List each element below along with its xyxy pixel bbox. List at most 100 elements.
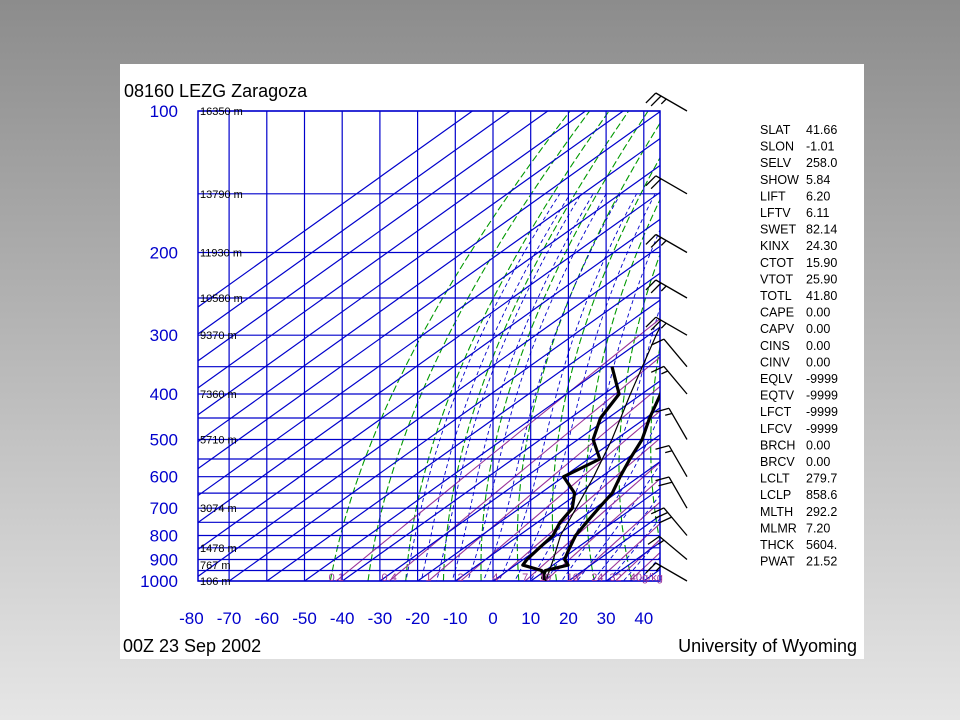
index-key: LFCV	[760, 422, 793, 436]
height-label: 106 m	[200, 576, 231, 588]
wind-barb	[650, 338, 688, 368]
source-label: University of Wyoming	[678, 636, 857, 656]
wind-barb-feather	[645, 279, 657, 291]
wind-barb-half-feather	[660, 322, 667, 329]
height-label: 10580 m	[200, 293, 243, 305]
dry-adiabat-line	[848, 64, 864, 591]
dewpoint-profile-line	[521, 366, 621, 581]
temperature-tick-label: -40	[330, 609, 355, 628]
stability-indices: SLAT 41.66 SLON -1.01 SELV 258.0 SHOW 5.84 LIFT 6…	[760, 123, 838, 569]
mixing-ratio-line	[544, 478, 660, 581]
pressure-tick-label: 500	[150, 431, 178, 450]
mixing-ratio-line	[596, 522, 660, 581]
mixing-ratio-line	[628, 551, 660, 581]
index-key: SHOW	[760, 173, 799, 187]
wind-barb	[645, 92, 688, 112]
index-value: 0.00	[806, 455, 830, 469]
height-label: 11930 m	[200, 248, 242, 260]
wind-barb	[650, 507, 688, 536]
index-key: CTOT	[760, 256, 794, 270]
height-label: 5710 m	[200, 435, 237, 447]
wind-barb-feather	[655, 444, 670, 450]
isotherm-line	[198, 111, 549, 362]
wind-barb-feather	[650, 95, 662, 107]
index-value: 0.00	[806, 438, 830, 452]
isotherm-line	[198, 111, 587, 389]
wind-barb-feather	[645, 316, 657, 328]
wind-barb-half-feather	[665, 412, 673, 416]
index-value: 0.00	[806, 355, 830, 369]
dry-adiabat-line	[682, 64, 824, 591]
temperature-tick-label: -20	[405, 609, 430, 628]
temperature-tick-label: 10	[521, 609, 540, 628]
wind-barb-staff	[668, 445, 688, 478]
index-key: CINV	[760, 355, 791, 369]
wind-barb-feather	[658, 516, 672, 524]
index-key: THCK	[760, 538, 795, 552]
pressure-tick-label: 800	[150, 527, 178, 546]
mixing-ratio-label: 24	[591, 572, 603, 584]
wind-barb-feather	[650, 507, 665, 515]
index-value: -1.01	[806, 140, 835, 154]
height-label: 16350 m	[200, 106, 243, 118]
temperature-tick-label: -70	[217, 609, 242, 628]
mixing-ratio-line	[524, 461, 660, 581]
mixing-ratio-line	[427, 385, 660, 581]
profile-lines	[521, 325, 660, 581]
mixing-ratio-label: 0.1	[329, 572, 344, 584]
wind-barb-feather	[645, 175, 657, 187]
wind-barb-staff	[663, 365, 688, 395]
wind-barb	[645, 175, 688, 195]
wind-barb-feather	[650, 365, 665, 373]
mixing-ratio-label: 0.4	[382, 572, 397, 584]
wind-barb	[655, 476, 688, 509]
height-label: 13790 m	[200, 189, 243, 201]
index-value: -9999	[806, 372, 838, 386]
wind-barb-staff	[663, 338, 688, 368]
isotherm-line	[198, 111, 660, 443]
temperature-tick-label: 30	[597, 609, 616, 628]
skew-t-diagram: 08160 LEZG Zaragoza 10020030040050060070…	[123, 64, 864, 656]
pressure-tick-label: 900	[150, 551, 178, 570]
sounding-panel: 08160 LEZG Zaragoza 100 200 300 400 500 600 70…	[120, 64, 864, 659]
index-key: SLAT	[760, 123, 791, 137]
index-value: 6.11	[806, 206, 829, 220]
wind-barb-feather	[658, 481, 673, 487]
mixing-ratio-label: 32	[609, 572, 621, 584]
index-key: LCLP	[760, 488, 791, 502]
index-key: MLTH	[760, 505, 793, 519]
temperature-tick-label: 20	[559, 609, 578, 628]
index-key: LCLT	[760, 472, 790, 486]
pressure-tick-label: 600	[150, 468, 178, 487]
mixing-ratio-label: 16	[567, 572, 579, 584]
index-value: 6.20	[806, 189, 830, 203]
wind-barb-staff	[663, 507, 688, 536]
mixing-ratio-label: 1	[425, 572, 431, 584]
wind-barb	[650, 365, 688, 395]
wind-barb	[645, 233, 688, 254]
index-value: 41.80	[806, 289, 837, 303]
wind-barb-feather	[650, 319, 662, 331]
index-value: -9999	[806, 422, 838, 436]
dry-adiabat-line	[367, 111, 591, 581]
mixing-ratio-label: 2	[458, 572, 464, 584]
wind-barb-half-feather	[665, 450, 673, 454]
dry-adiabat-line	[585, 198, 660, 581]
wind-barbs	[645, 92, 688, 582]
wind-barb	[645, 316, 688, 336]
wind-barb-half-feather	[660, 240, 667, 246]
index-value: 292.2	[806, 505, 837, 519]
temperature-tick-label: -60	[255, 609, 280, 628]
moist-adiabat-line	[545, 305, 660, 581]
index-key: LFTV	[760, 206, 791, 220]
wind-barb-half-feather	[655, 565, 662, 572]
dry-adiabat-line	[480, 111, 649, 581]
index-value: 21.52	[806, 555, 837, 569]
height-label: 7360 m	[200, 389, 237, 401]
index-key: TOTL	[760, 289, 792, 303]
mixing-ratio-line	[614, 538, 660, 581]
index-key: BRCV	[760, 455, 795, 469]
dry-adiabat-line	[740, 64, 857, 591]
index-key: SELV	[760, 156, 792, 170]
mixing-ratio-line	[335, 318, 660, 581]
